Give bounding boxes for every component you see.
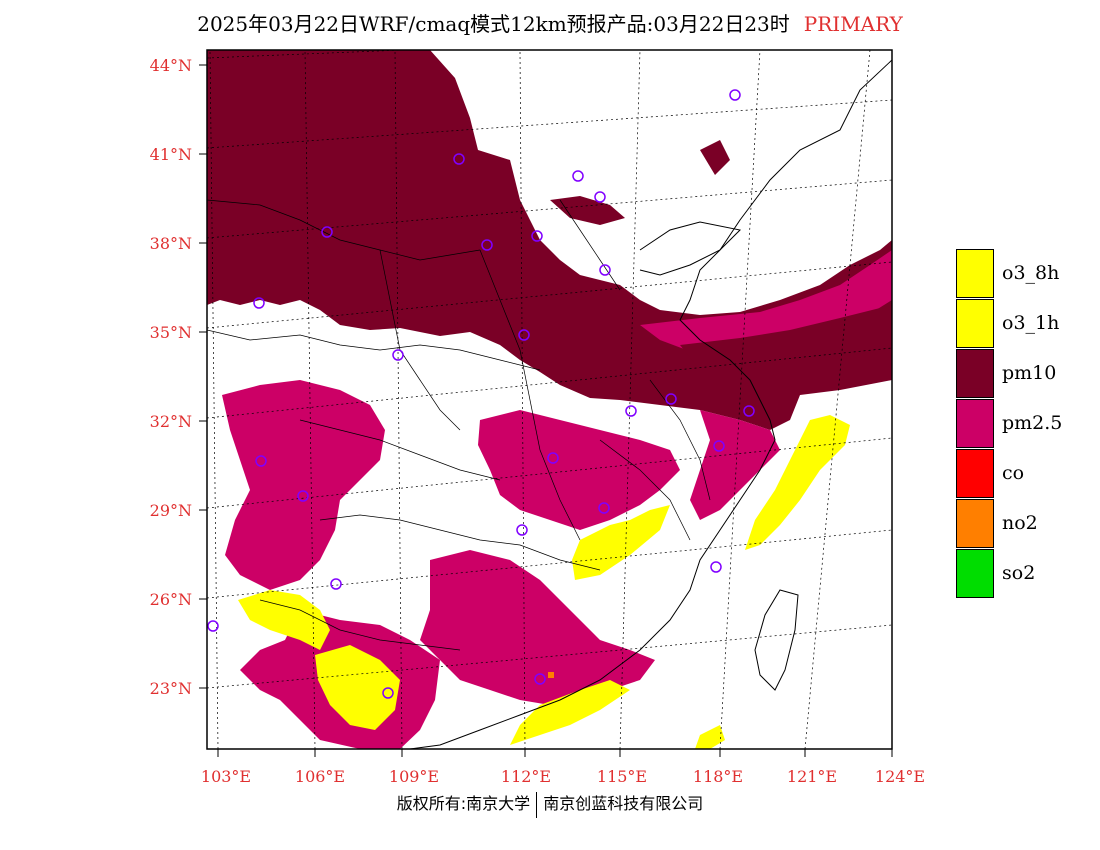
legend-swatch	[956, 249, 994, 298]
pm25-region-central	[478, 410, 680, 530]
lon-ticks	[217, 749, 893, 757]
lat-label-29: 29°N	[150, 501, 192, 520]
legend-label: o3_1h	[1002, 312, 1060, 334]
graticule	[207, 50, 892, 749]
lat-label-26: 26°N	[150, 590, 192, 609]
lat-label-41: 41°N	[150, 145, 192, 164]
pm25-region-sichuan	[222, 380, 385, 590]
pm10-region-korea	[700, 140, 730, 175]
lon-label-109: 109°E	[389, 767, 439, 786]
copyright-right: 南京创蓝科技有限公司	[543, 794, 704, 813]
legend-swatch	[956, 399, 994, 448]
lon-label-103: 103°E	[201, 767, 251, 786]
o3-region-taiwan-strait	[695, 725, 725, 749]
o3-region-guangdong-coast	[510, 680, 630, 745]
legend-swatch	[956, 349, 994, 398]
legend-swatch	[956, 499, 994, 548]
map-area	[207, 50, 892, 749]
lat-label-35: 35°N	[150, 323, 192, 342]
pm10-region-northwest-lobe	[207, 205, 340, 300]
pm25-region-fujian-coast	[690, 410, 780, 520]
lat-label-23: 23°N	[150, 679, 192, 698]
map-frame	[206, 49, 893, 750]
title-tag: PRIMARY	[803, 12, 903, 36]
copyright-left: 版权所有:南京大学	[396, 794, 531, 813]
lon-label-121: 121°E	[787, 767, 837, 786]
lon-label-124: 124°E	[875, 767, 925, 786]
legend-swatch	[956, 549, 994, 598]
title-main: 2025年03月22日WRF/cmaq模式12km预报产品:03月22日23时	[197, 12, 790, 36]
o3-region-guangxi	[315, 645, 400, 730]
lon-label-106: 106°E	[295, 767, 345, 786]
legend-label: no2	[1002, 512, 1038, 534]
lat-label-32: 32°N	[150, 412, 192, 431]
map-title: 2025年03月22日WRF/cmaq模式12km预报产品:03月22日23时 P…	[0, 8, 1100, 37]
copyright-separator	[536, 791, 538, 818]
legend-swatch	[956, 449, 994, 498]
legend-swatch	[956, 299, 994, 348]
lat-ticks	[199, 64, 207, 689]
legend-label: o3_8h	[1002, 262, 1060, 284]
copyright: 版权所有:南京大学 南京创蓝科技有限公司	[0, 790, 1100, 818]
pm25-band-inner	[680, 305, 892, 390]
no2-spot	[548, 672, 554, 678]
lon-label-115: 115°E	[597, 767, 647, 786]
lon-label-118: 118°E	[693, 767, 743, 786]
legend-label: co	[1002, 462, 1025, 484]
station-markers	[207, 89, 755, 699]
pm25-region-hunan	[420, 550, 655, 705]
legend-label: pm2.5	[1002, 412, 1063, 434]
o3-region-east-sea	[745, 415, 850, 550]
legend-label: pm10	[1002, 362, 1057, 384]
shandong-coast	[639, 221, 742, 276]
lat-label-38: 38°N	[150, 234, 192, 253]
coastline	[409, 59, 892, 749]
lon-label-112: 112°E	[501, 767, 551, 786]
legend-label: so2	[1002, 562, 1036, 584]
province-borders	[207, 199, 711, 651]
lat-labels: 44°N 41°N 38°N 35°N 32°N 29°N 26°N 23°N	[150, 56, 192, 698]
o3-region-yunnan	[238, 590, 330, 650]
o3-region-jiangxi	[572, 505, 670, 580]
taiwan-island	[754, 589, 799, 691]
lat-label-44: 44°N	[150, 56, 192, 75]
lon-labels: 103°E 106°E 109°E 112°E 115°E 118°E 121°…	[201, 767, 925, 786]
pm10-region-beijing	[550, 196, 625, 225]
